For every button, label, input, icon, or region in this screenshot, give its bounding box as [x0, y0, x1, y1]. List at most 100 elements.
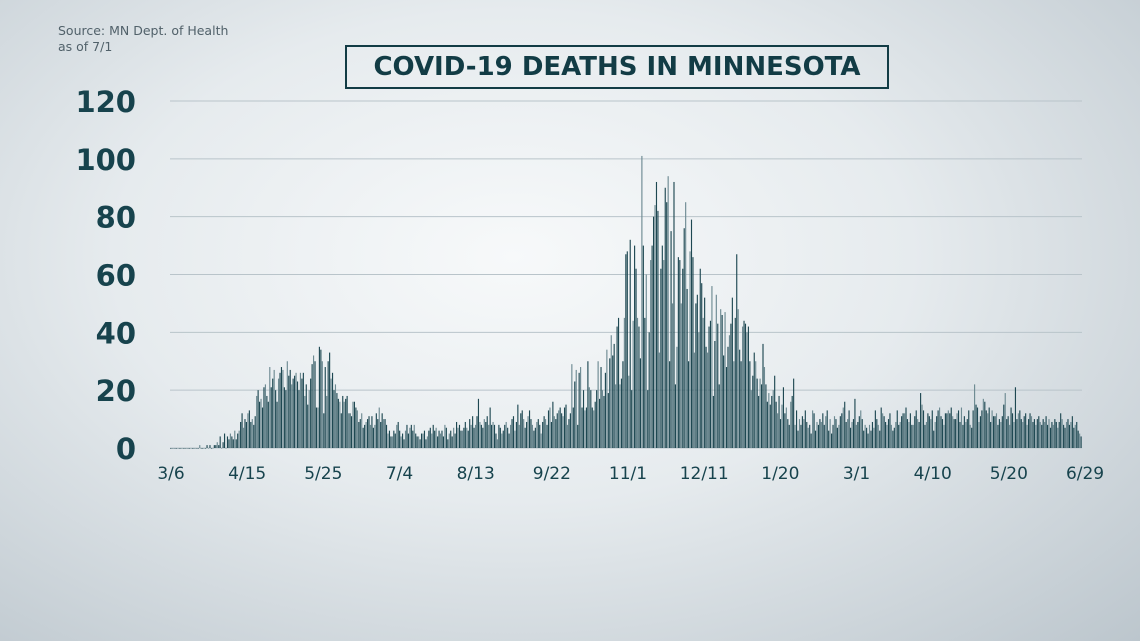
bar: [702, 317, 704, 448]
bar: [854, 398, 856, 448]
bar: [717, 323, 719, 448]
y-tick-label: 100: [75, 143, 136, 177]
bar: [902, 413, 904, 448]
bar: [1080, 436, 1082, 448]
bar: [841, 413, 843, 448]
bar: [334, 384, 337, 448]
bar: [310, 378, 312, 448]
bar: [686, 288, 688, 448]
x-tick-label: 6/29: [1066, 464, 1104, 484]
bar: [1036, 419, 1038, 448]
bar: [350, 416, 353, 448]
bar: [962, 424, 964, 448]
bar: [1074, 424, 1076, 448]
bar: [199, 445, 201, 448]
bar: [680, 303, 682, 448]
bar: [1042, 419, 1044, 448]
bar: [1061, 419, 1063, 448]
bar: [930, 419, 932, 448]
bar: [918, 421, 920, 448]
bar: [288, 375, 290, 448]
bar: [597, 361, 599, 448]
bar: [269, 367, 271, 448]
bar: [1065, 421, 1068, 448]
bar: [512, 416, 515, 448]
bar: [828, 430, 830, 448]
bar: [383, 419, 385, 448]
bar: [394, 433, 396, 448]
bar: [752, 375, 754, 448]
bar: [267, 401, 269, 448]
bar: [692, 257, 694, 448]
bar: [601, 390, 604, 448]
bar: [629, 239, 631, 448]
bar: [917, 419, 919, 448]
bar: [514, 430, 516, 448]
bar: [831, 433, 833, 448]
bar: [315, 407, 318, 448]
bar: [1044, 421, 1046, 448]
bar: [1054, 419, 1056, 448]
bar: [298, 390, 300, 448]
bar: [699, 268, 701, 448]
bar: [553, 416, 555, 448]
bar: [641, 155, 643, 449]
bar: [747, 326, 749, 448]
bar: [175, 448, 177, 449]
bar: [674, 384, 677, 448]
bar: [906, 419, 909, 448]
bar: [887, 419, 890, 448]
bar: [1063, 424, 1065, 448]
bar: [615, 384, 617, 448]
bar: [536, 421, 538, 448]
bar: [276, 401, 278, 448]
bar: [600, 367, 602, 448]
bar: [628, 375, 630, 448]
bar: [959, 421, 961, 448]
bar: [725, 367, 728, 448]
bar: [588, 387, 590, 448]
bar: [1064, 427, 1066, 448]
bar: [925, 421, 928, 448]
bar: [259, 401, 261, 448]
bar: [400, 436, 402, 448]
bar: [835, 419, 837, 448]
bar: [1060, 413, 1062, 448]
bar: [763, 367, 766, 448]
bar: [260, 398, 262, 448]
bar: [470, 424, 472, 448]
bar: [860, 410, 862, 448]
bar: [552, 401, 554, 448]
bar: [901, 416, 903, 448]
bar: [847, 419, 849, 448]
bar: [899, 421, 901, 448]
bar: [946, 413, 948, 448]
bar: [543, 416, 545, 448]
bar: [739, 349, 741, 448]
bar: [826, 410, 828, 448]
bar: [1001, 416, 1003, 448]
bar: [651, 245, 653, 448]
bar: [953, 419, 955, 448]
bar: [540, 433, 542, 448]
bar: [215, 445, 217, 448]
bar: [655, 181, 658, 448]
x-tick-label: 5/25: [304, 464, 342, 484]
bar: [438, 430, 440, 448]
bar: [505, 421, 507, 448]
bar: [644, 317, 646, 448]
bar: [636, 317, 639, 448]
bar: [177, 448, 179, 449]
bar: [212, 448, 214, 449]
bar: [740, 361, 742, 448]
bar: [285, 390, 287, 448]
bar: [803, 419, 805, 448]
bar: [742, 326, 744, 448]
bar: [1049, 427, 1052, 448]
bar: [501, 433, 503, 448]
bar: [1035, 424, 1037, 448]
bar: [1020, 419, 1022, 448]
bar: [231, 436, 233, 448]
bar: [418, 436, 420, 448]
